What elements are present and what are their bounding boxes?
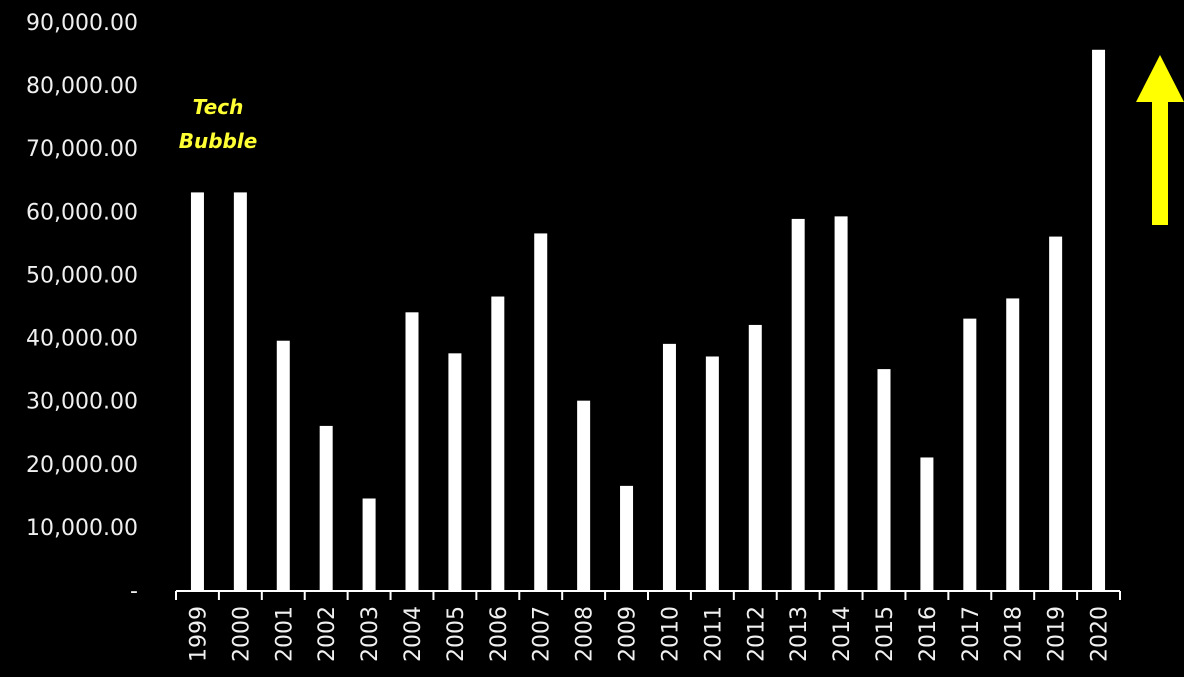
x-tick-label: 2009 bbox=[616, 606, 641, 662]
x-tick-label: 2004 bbox=[401, 606, 426, 662]
y-tick-label: 50,000.00 bbox=[26, 263, 138, 288]
x-tick-label: 2011 bbox=[701, 606, 726, 662]
x-tick-label: 2020 bbox=[1088, 606, 1113, 662]
bar-2001 bbox=[276, 340, 290, 590]
x-tick-label: 2012 bbox=[744, 606, 769, 662]
bar-2016 bbox=[920, 457, 934, 590]
bar-2000 bbox=[233, 192, 247, 590]
x-tick-label: 2005 bbox=[444, 606, 469, 662]
bar-2009 bbox=[620, 485, 634, 590]
annotation-tech: Tech bbox=[193, 95, 244, 119]
x-tick-label: 1999 bbox=[186, 606, 211, 662]
y-tick-label: 30,000.00 bbox=[26, 390, 138, 415]
x-tick-label: 2010 bbox=[658, 606, 683, 662]
y-axis: - 10,000.00 20,000.00 30,000.00 40,000.00 50,… bbox=[26, 11, 138, 604]
bar-2002 bbox=[319, 425, 333, 590]
x-tick-label: 2006 bbox=[487, 606, 512, 662]
y-tick-label: 40,000.00 bbox=[26, 327, 138, 352]
x-tick-label: 2016 bbox=[916, 606, 941, 662]
bar-2008 bbox=[577, 400, 591, 590]
x-axis bbox=[175, 590, 1121, 600]
bar-2005 bbox=[448, 353, 462, 590]
bar-2020 bbox=[1092, 49, 1106, 590]
x-tick-label: 2007 bbox=[530, 606, 555, 662]
y-tick-label: 70,000.00 bbox=[26, 137, 138, 162]
bar-2010 bbox=[662, 343, 676, 590]
annotations: Tech Bubble bbox=[179, 95, 258, 153]
bar-2015 bbox=[877, 369, 891, 590]
y-tick-label: - bbox=[130, 579, 138, 604]
bar-2018 bbox=[1006, 298, 1020, 590]
x-tick-label: 2014 bbox=[830, 606, 855, 662]
x-tick-label: 2000 bbox=[229, 606, 254, 662]
bars bbox=[190, 49, 1106, 591]
bar-2007 bbox=[534, 233, 548, 590]
bar-2014 bbox=[834, 216, 848, 591]
bar-2004 bbox=[405, 312, 419, 590]
bar-1999 bbox=[190, 192, 204, 590]
x-tick-label: 2019 bbox=[1045, 606, 1070, 662]
x-tick-label: 2015 bbox=[873, 606, 898, 662]
y-tick-label: 60,000.00 bbox=[26, 200, 138, 225]
x-tick-label: 2017 bbox=[959, 606, 984, 662]
x-tick-labels: 1999 2000 2001 2002 2003 2004 2005 2006 2007 2008… bbox=[186, 606, 1112, 662]
x-tick-label: 2018 bbox=[1002, 606, 1027, 662]
annotation-bubble: Bubble bbox=[179, 129, 258, 153]
y-tick-label: 10,000.00 bbox=[26, 516, 138, 541]
x-tick-label: 2013 bbox=[787, 606, 812, 662]
bar-2013 bbox=[791, 218, 805, 590]
bar-2019 bbox=[1049, 236, 1063, 591]
x-tick-label: 2003 bbox=[358, 606, 383, 662]
bar-2006 bbox=[491, 296, 505, 590]
x-tick-label: 2008 bbox=[573, 606, 598, 662]
x-tick-label: 2002 bbox=[315, 606, 340, 662]
x-tick-label: 2001 bbox=[272, 606, 297, 662]
bar-2003 bbox=[362, 498, 376, 590]
bar-2017 bbox=[963, 318, 977, 590]
bar-2012 bbox=[748, 324, 762, 590]
up-arrow-icon bbox=[1136, 55, 1184, 225]
y-tick-label: 20,000.00 bbox=[26, 453, 138, 478]
y-tick-label: 80,000.00 bbox=[26, 74, 138, 99]
bar-2011 bbox=[705, 356, 719, 590]
y-tick-label: 90,000.00 bbox=[26, 11, 138, 36]
